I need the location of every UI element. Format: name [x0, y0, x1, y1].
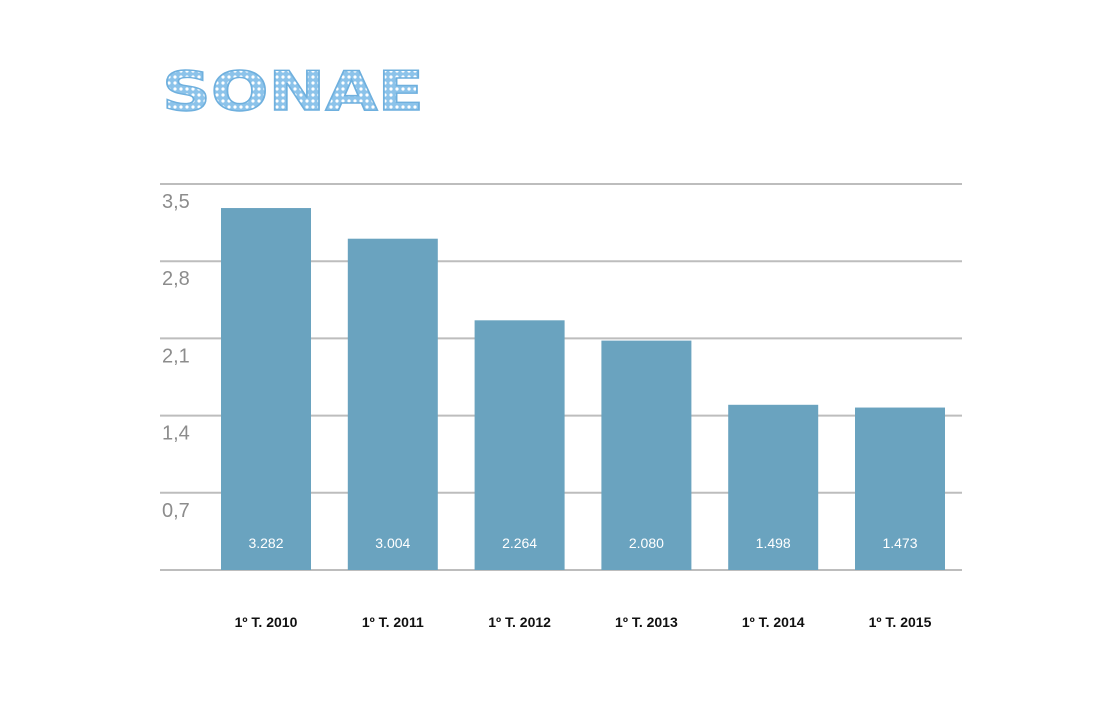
y-tick-label: 3,5 — [162, 191, 190, 213]
svg-text:SONAE: SONAE — [162, 62, 424, 118]
bar — [474, 320, 565, 570]
y-tick-label: 2,1 — [162, 345, 190, 367]
bar — [728, 404, 819, 570]
x-category-label: 1º T. 2013 — [615, 614, 678, 630]
bar — [347, 238, 438, 570]
x-category-label: 1º T. 2012 — [488, 614, 551, 630]
bar-value-label: 1.498 — [756, 535, 791, 551]
bar-value-label: 1.473 — [882, 535, 917, 551]
x-category-label: 1º T. 2015 — [869, 614, 932, 630]
y-tick-label: 2,8 — [162, 268, 190, 290]
bar-value-label: 3.282 — [248, 535, 283, 551]
y-tick-label: 0,7 — [162, 500, 190, 522]
bar — [855, 407, 945, 570]
sonae-logo: SONAE — [161, 62, 424, 118]
x-category-label: 1º T. 2011 — [362, 614, 424, 630]
bar-value-label: 2.080 — [629, 535, 664, 551]
bar-value-label: 2.264 — [502, 535, 537, 551]
bar — [221, 208, 311, 570]
x-category-label: 1º T. 2014 — [742, 614, 805, 630]
x-category-label: 1º T. 2010 — [235, 614, 298, 630]
y-tick-label: 1,4 — [162, 423, 190, 445]
bar — [601, 340, 692, 570]
bar-value-label: 3.004 — [375, 535, 410, 551]
